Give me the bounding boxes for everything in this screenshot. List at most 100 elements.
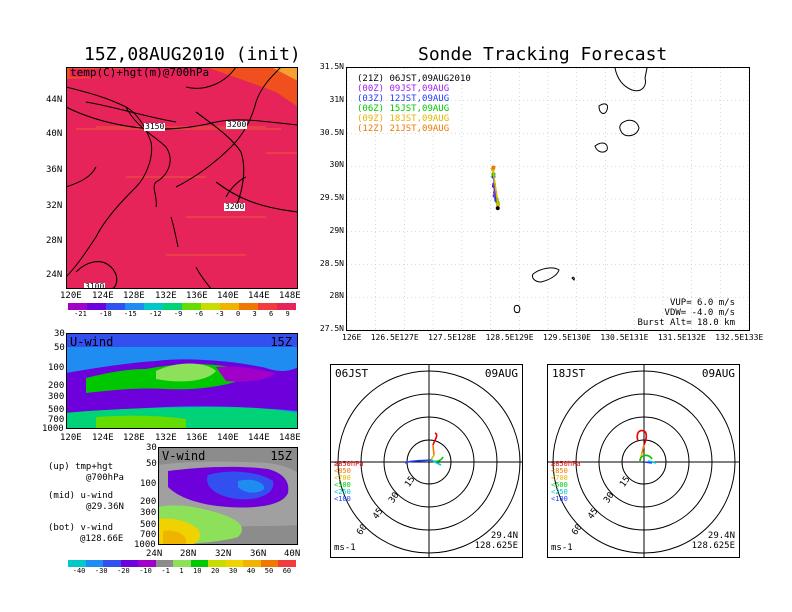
hodo-levels: ≥850hPa <850 <700 <500 <250 <100 — [551, 461, 581, 503]
lon-tick: 127.5E — [428, 333, 458, 342]
lon-tick: 120E — [60, 291, 82, 301]
v-wind-frame — [158, 447, 298, 545]
colorbar-tick: 60 — [282, 567, 292, 575]
hodo-unit: ms-1 — [551, 543, 573, 553]
colorbar-tick: 50 — [264, 567, 274, 575]
lat-tick: 27.5N — [319, 324, 344, 333]
v-wind-section: V-wind 15Z — [158, 447, 298, 545]
track-title: Sonde Tracking Forecast — [418, 44, 668, 65]
lat-tick: 28N — [46, 236, 63, 246]
p-tick: 200 — [48, 381, 65, 391]
p-tick: 50 — [146, 459, 157, 469]
p-tick: 30 — [146, 443, 157, 453]
p-tick: 500 — [140, 520, 157, 530]
colorbar-tick: 3 — [252, 310, 257, 318]
hodo-time: 18JST — [552, 367, 586, 380]
hodo-date: 09AUG — [701, 367, 735, 380]
lon-tick: 127E — [399, 333, 419, 342]
lon-tick: 132E — [686, 333, 706, 342]
p-tick: 200 — [140, 497, 157, 507]
p-tick: 100 — [140, 479, 157, 489]
lat-tick: 30N — [329, 160, 344, 170]
lat-tick: 40N — [46, 129, 63, 139]
level-label: <250 — [334, 488, 351, 496]
hodo-time: 06JST — [335, 367, 369, 380]
legend-item: (03Z) 12JST,09AUG — [357, 94, 450, 104]
temp-colorbar — [68, 303, 296, 310]
hodo-position: 29.4N 128.625E — [475, 531, 518, 551]
colorbar-tick: -21 — [74, 310, 87, 318]
lon-tick: 132.5E — [715, 333, 745, 342]
lon-tick: 129.5E — [543, 333, 572, 342]
map-frame — [66, 67, 298, 289]
level-label: <700 — [334, 474, 351, 482]
colorbar-tick: 30 — [228, 567, 238, 575]
hodo-levels: ≥850hPa <850 <700 <500 <250 <100 — [334, 461, 364, 503]
hodo-position: 29.4N 128.625E — [692, 531, 735, 551]
hodograph-18jst: 18JST 09AUG ≥850hPa <850 <700 <500 <250 … — [547, 364, 740, 558]
contour-label: 3150 — [144, 122, 166, 131]
level-label: ≥850hPa — [334, 460, 364, 468]
u-wind-section: U-wind 15Z — [66, 333, 298, 429]
lon-tick: 132E — [155, 291, 177, 301]
contour-label: 3100 — [84, 282, 106, 291]
p-tick: 100 — [48, 363, 65, 373]
lon-tick: 124E — [92, 433, 114, 443]
colorbar-tick: -9 — [173, 310, 183, 318]
colorbar-tick: -15 — [124, 310, 137, 318]
level-label: <850 — [551, 467, 568, 475]
track-plot — [347, 68, 749, 330]
level-label: ≥850hPa — [551, 460, 581, 468]
level-label: <250 — [551, 488, 568, 496]
colorbar-tick: -10 — [139, 567, 152, 575]
track-point — [491, 165, 496, 170]
colorbar-tick: -20 — [117, 567, 130, 575]
level-label: <850 — [334, 467, 351, 475]
colorbar-tick: 0 — [236, 310, 241, 318]
lon-tick: 128.5E — [485, 333, 515, 342]
lon-tick: 140E — [217, 291, 239, 301]
lon-tick: 128E — [123, 433, 145, 443]
info-vup: VUP= 6.0 m/s — [669, 298, 735, 308]
colorbar-tick: -18 — [99, 310, 112, 318]
level-label: <100 — [334, 495, 351, 503]
track-map: (21Z) 06JST,09AUG2010 (00Z) 09JST,09AUG … — [346, 67, 750, 331]
p-tick: 300 — [48, 392, 65, 402]
level-label: <100 — [551, 495, 568, 503]
lon-tick: 130.5E — [600, 333, 630, 342]
hodograph-06jst: 06JST 09AUG ≥850hPa <850 <700 <500 <250 … — [330, 364, 523, 558]
info-burst: Burst Alt= 18.0 km — [637, 318, 735, 328]
lon-tick: 136E — [186, 433, 208, 443]
legend-item: (21Z) 06JST,09AUG2010 — [357, 74, 471, 84]
hodo-unit: ms-1 — [334, 543, 356, 553]
lat-tick: 31N — [329, 94, 344, 104]
note-bot: (bot) v-wind — [48, 523, 114, 533]
lon-tick: 128E — [123, 291, 145, 301]
hodo-lon: 128.625E — [474, 541, 518, 551]
colorbar-tick: -6 — [194, 310, 204, 318]
track-info: VUP= 6.0 m/s VDW= -4.0 m/s Burst Alt= 18… — [637, 298, 735, 328]
u-wind-frame — [66, 333, 298, 429]
colorbar-tick: -40 — [72, 567, 86, 575]
temp-colorbar-labels: -21 -18 -15 -12 -9 -6 -3 0 3 6 9 — [68, 310, 296, 318]
colorbar-tick: -3 — [215, 310, 224, 318]
lon-tick: 132E — [155, 433, 177, 443]
lat-tick: 24N — [46, 270, 63, 280]
contour-label: 3200 — [224, 202, 246, 211]
p-tick: 700 — [48, 415, 65, 425]
hodo-lon: 128.625E — [691, 541, 735, 551]
track-point — [496, 202, 501, 207]
note-up-sub: @700hPa — [86, 473, 124, 483]
colorbar-tick: -1 — [161, 567, 170, 575]
contour-label: 3200 — [226, 120, 248, 129]
colorbar-tick: 10 — [193, 567, 202, 575]
lat-tick: 24N — [146, 549, 163, 559]
note-up: (up) tmp+hgt — [48, 462, 114, 472]
hodo-date: 09AUG — [484, 367, 518, 380]
lon-tick: 131E — [629, 333, 649, 342]
colorbar-tick: 9 — [285, 310, 290, 318]
colorbar-tick: 20 — [210, 567, 220, 575]
colorbar-tick: -12 — [148, 310, 162, 318]
map-label: temp(C)+hgt(m)@700hPa — [70, 66, 210, 79]
temp-height-map: temp(C)+hgt(m)@700hPa 3150 3200 3200 310… — [66, 66, 298, 291]
